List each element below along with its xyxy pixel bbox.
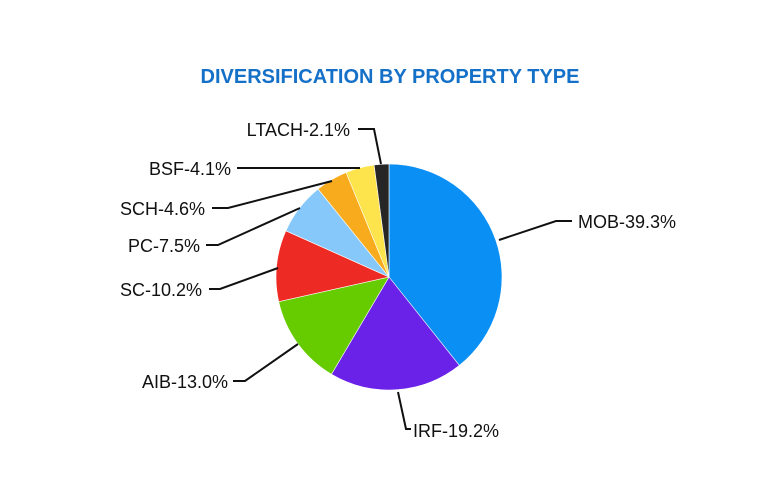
pie-slice-ltach (373, 163, 390, 278)
data-label-sc: SC-10.2% (120, 280, 202, 300)
data-label-mob: MOB-39.3% (578, 212, 676, 232)
data-label-pc: PC-7.5% (128, 236, 200, 256)
leader-line-irf (397, 391, 411, 430)
leader-line-sch (212, 180, 333, 209)
chart-title: DIVERSIFICATION BY PROPERTY TYPE (201, 66, 580, 88)
leader-line-pc (206, 207, 301, 246)
pie-slice-aib (278, 276, 390, 375)
data-label-ltach: LTACH-2.1% (247, 120, 350, 140)
pie-slice-mob (388, 163, 503, 366)
leader-line-mob (498, 220, 572, 241)
data-label-irf: IRF-19.2% (413, 421, 499, 441)
pie-slice-sc (275, 230, 390, 303)
data-label-aib: AIB-13.0% (142, 372, 228, 392)
leader-line-aib (233, 343, 299, 382)
pie-slice-irf (331, 276, 460, 391)
data-label-bsf: BSF-4.1% (149, 159, 231, 179)
leader-line-sc (209, 267, 279, 290)
data-label-sch: SCH-4.6% (120, 199, 205, 219)
leader-line-ltach (358, 128, 382, 165)
